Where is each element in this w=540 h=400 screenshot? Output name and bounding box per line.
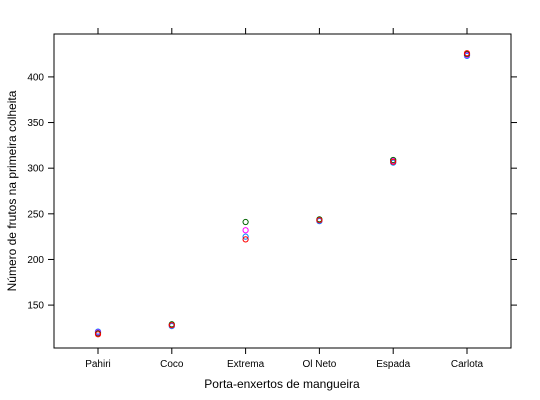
plot-frame [53, 33, 512, 349]
x-axis: Pahiri Coco Extrema Ol Neto Espada Carlota [85, 28, 484, 370]
x-tick-label: Ol Neto [302, 359, 336, 370]
data-point [242, 218, 249, 226]
x-tick-label: Extrema [227, 359, 265, 370]
x-tick-label: Carlota [451, 359, 484, 370]
data-point [316, 217, 323, 224]
y-tick-label: 300 [27, 164, 44, 175]
x-tick-label: Coco [160, 359, 184, 370]
x-axis-title: Porta-enxertos de mangueira [204, 377, 360, 391]
data-point [242, 227, 249, 234]
y-tick-label: 350 [27, 118, 44, 129]
data-point [242, 233, 249, 240]
data-point [390, 158, 397, 165]
y-tick-label: 200 [27, 255, 44, 266]
data-point [390, 156, 397, 164]
data-point [463, 50, 471, 57]
data-points [94, 50, 471, 338]
x-tick-label: Espada [376, 359, 410, 370]
y-tick-label: 150 [27, 301, 44, 312]
y-tick-label: 400 [27, 72, 44, 83]
data-point [242, 236, 249, 243]
data-point [94, 331, 102, 338]
y-axis-title: Número de frutos na primeira colheita [5, 90, 19, 291]
y-tick-label: 250 [27, 209, 44, 220]
y-axis: 150 200 250 300 350 400 [27, 72, 517, 312]
x-tick-label: Pahiri [85, 359, 111, 370]
data-point [168, 322, 175, 329]
